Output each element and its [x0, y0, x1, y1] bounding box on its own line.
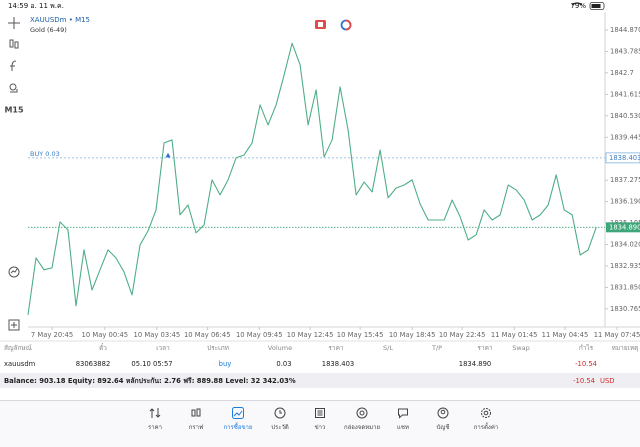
balance-bar [0, 373, 640, 388]
x-tick-label: 7 May 20:45 [31, 331, 73, 339]
tab-account[interactable]: บัญชี [421, 407, 465, 432]
table-cell: xauusdm [4, 360, 36, 368]
table-header: Volume [268, 344, 292, 352]
symbol-description: Gold (6-49) [30, 26, 67, 34]
table-header: ประเภท [207, 344, 229, 352]
symbol-name: XAUUSDm • M15 [30, 16, 90, 24]
table-header: เวลา [156, 344, 170, 352]
price-line [27, 42, 597, 315]
current-price-box [606, 222, 640, 233]
table-cell: 83063882 [76, 360, 111, 368]
tab-label: บัญชี [436, 424, 450, 431]
table-cell: 0.03 [276, 360, 291, 368]
tab-icon [437, 407, 449, 419]
x-tick-label: 10 May 15:45 [337, 331, 384, 339]
status-time: 14:59 อ. 11 พ.ค. [8, 2, 64, 10]
y-tick-label: 1834.020 [610, 241, 640, 249]
tab-label: ข่าว [314, 424, 326, 431]
tab-label: แชท [397, 424, 409, 431]
tab-chart[interactable]: กราฟ [174, 407, 218, 432]
x-tick-label: 11 May 07:45 [594, 331, 640, 339]
y-tick-label: 1842.7 [610, 69, 634, 77]
tab-mailbox[interactable]: กล่องจดหมาย [340, 407, 384, 432]
tab-chat[interactable]: แชท [381, 407, 425, 432]
tab-label: ราคา [148, 424, 162, 431]
buy-price-label: 1838.403 [609, 154, 640, 162]
tab-icon [356, 407, 368, 419]
table-header: T/P [431, 344, 442, 352]
tab-history[interactable]: ประวัติ [258, 407, 302, 432]
tab-label: การซื้อขาย [223, 424, 253, 431]
table-header: ราคา [477, 344, 492, 352]
tab-icon [398, 408, 408, 419]
tab-icon [232, 407, 244, 419]
tab-icon [315, 408, 325, 418]
battery-icon [571, 2, 605, 10]
plot-area: 1844.870 1843.785 1842.7 1841.615 1840.530 18… [27, 26, 640, 339]
tab-news[interactable]: ข่าว [298, 407, 342, 432]
tab-icon [274, 407, 286, 419]
buy-price-box [605, 152, 640, 164]
timeframe-label: M15 [4, 106, 24, 115]
table-cell: -10.54 [575, 360, 597, 368]
tab-label: ประวัติ [271, 424, 289, 431]
table-cell: 05.10 05:57 [131, 360, 172, 368]
y-tick-label: 1844.870 [610, 26, 640, 34]
table-header: กำไร [579, 344, 594, 352]
tab-label: กราฟ [188, 424, 204, 431]
y-tick-label: 1841.615 [610, 90, 640, 98]
tab-icon [149, 408, 161, 418]
y-tick-label: 1830.765 [610, 305, 640, 313]
x-tick-label: 11 May 01:45 [491, 331, 538, 339]
table-header: S/L [383, 344, 393, 352]
y-tick-label: 1836.190 [610, 198, 640, 206]
trading-screen: 14:59 อ. 11 พ.ค. 79% XAUUSDm • M15 Gold … [0, 2, 640, 388]
y-tick-label: 1840.530 [610, 112, 640, 120]
entry-marker [165, 152, 171, 158]
y-tick-label: 1831.850 [610, 283, 640, 291]
tab-trade[interactable]: การซื้อขาย [216, 407, 260, 432]
positions-table: สัญลักษณ์ ตั๋ว เวลา ประเภท Volume ราคา S/L T/P ร… [4, 343, 638, 368]
table-header: หมายเหตุ [612, 344, 639, 352]
y-tick-label: 1843.785 [610, 47, 640, 55]
tab-icon [191, 408, 201, 417]
y-tick-label: 1839.445 [610, 133, 640, 141]
tab-quotes[interactable]: ราคา [133, 407, 177, 432]
left-toolbar[interactable] [8, 17, 20, 331]
table-header: Swap [512, 344, 530, 352]
table-cell: 1838.403 [322, 360, 354, 368]
table-header: ราคา [328, 344, 343, 352]
tab-label: กล่องจดหมาย [343, 424, 381, 431]
tab-bar: ราคา กราฟ การซื้อขาย ประวัติ ข่าว กล่องจ… [0, 400, 640, 447]
x-tick-label: 10 May 22:45 [439, 331, 486, 339]
x-tick-label: 10 May 18:45 [389, 331, 436, 339]
x-tick-label: 11 May 04:45 [542, 331, 589, 339]
y-tick-label: 1837.275 [610, 176, 640, 184]
table-cell: 1834.890 [459, 360, 491, 368]
balance-text: Balance: 903.18 Equity: 892.64 หลักประกั… [4, 377, 296, 385]
table-cell: buy [219, 360, 232, 368]
buy-line-label: BUY 0.03 [30, 150, 60, 158]
tab-settings[interactable]: การตั้งค่า [464, 407, 508, 432]
y-tick-label: 1832.935 [610, 262, 640, 270]
table-header: สัญลักษณ์ [4, 344, 32, 352]
status-battery: 79% [570, 2, 586, 10]
x-tick-label: 10 May 09:45 [236, 331, 283, 339]
chart-toggle-icons[interactable] [315, 19, 352, 31]
current-price-label: 1834.890 [609, 223, 640, 231]
tab-icon [481, 408, 491, 418]
balance-currency: USD [600, 377, 615, 385]
table-header: ตั๋ว [99, 343, 107, 352]
tab-label: การตั้งค่า [473, 424, 499, 431]
x-tick-label: 10 May 06:45 [184, 331, 231, 339]
balance-profit: -10.54 [573, 377, 595, 385]
x-tick-label: 10 May 03:45 [134, 331, 181, 339]
x-tick-label: 10 May 00:45 [82, 331, 129, 339]
x-tick-label: 10 May 12:45 [287, 331, 334, 339]
